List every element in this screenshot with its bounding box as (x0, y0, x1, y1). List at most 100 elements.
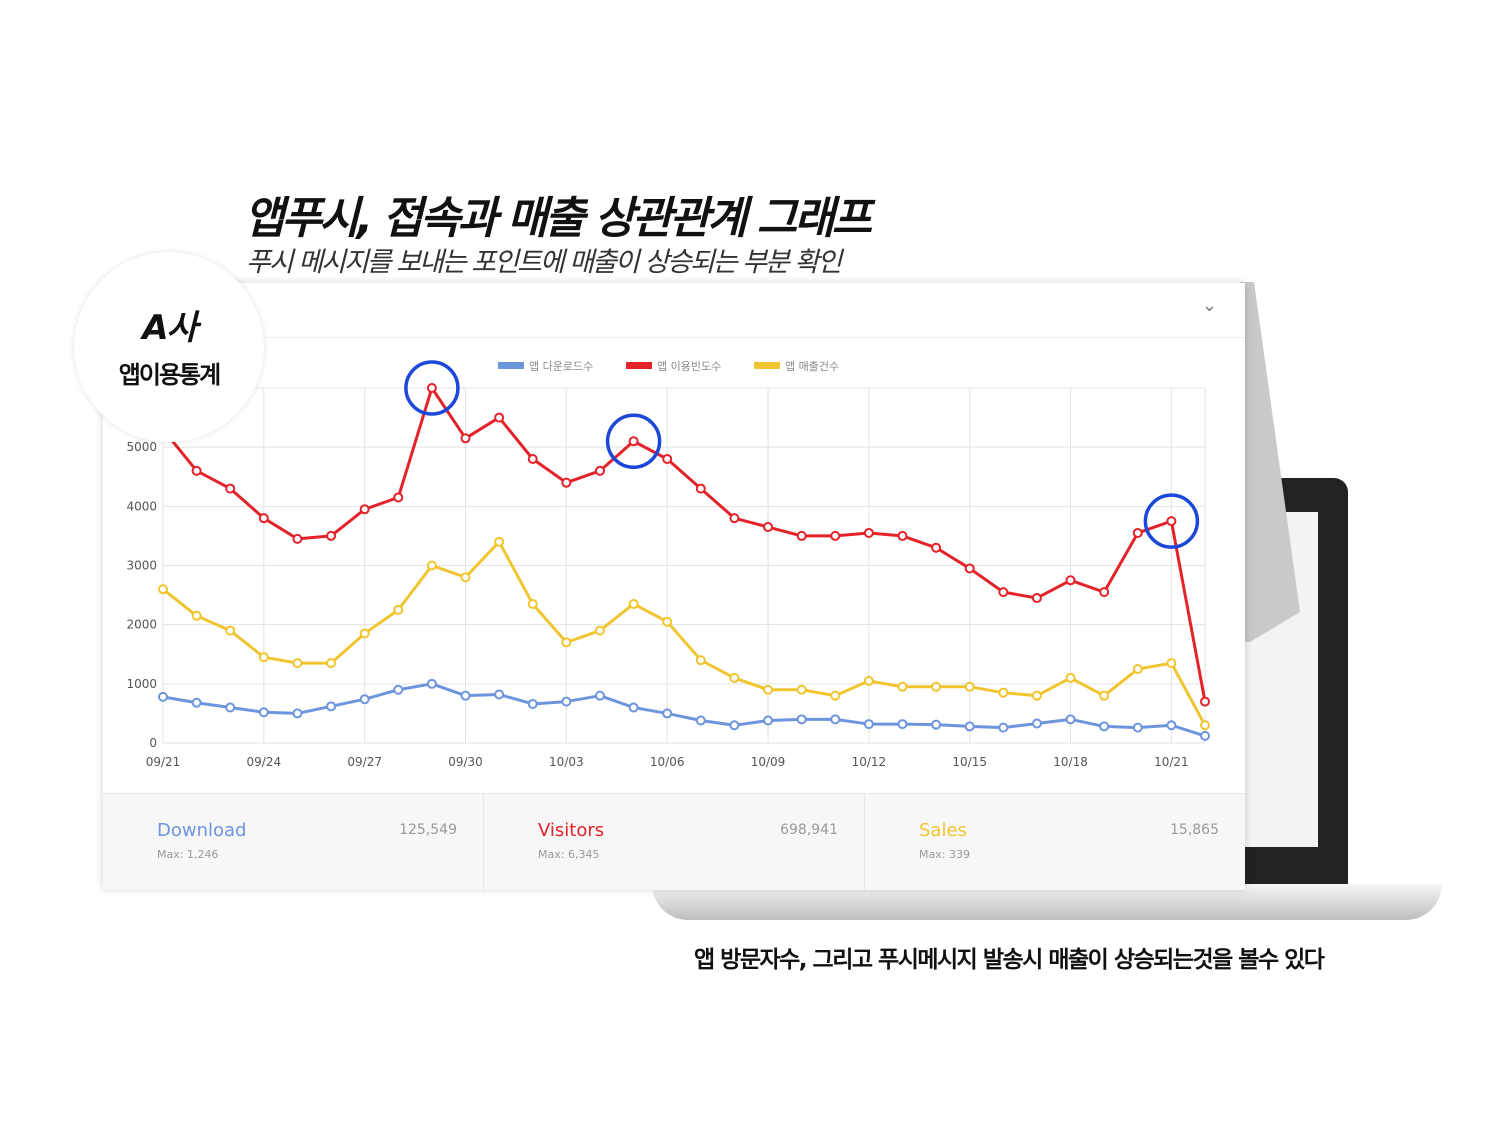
data-point-download (191, 697, 202, 708)
data-point-download (1099, 721, 1110, 732)
stat-name: Visitors (538, 820, 605, 841)
data-point-visitors (1200, 696, 1210, 707)
x-tick-label: 09/30 (448, 755, 483, 769)
stat-total: 15,865 (1170, 822, 1219, 838)
x-tick-label: 10/06 (650, 755, 685, 769)
data-point-sales (1132, 664, 1143, 675)
stat-max: Max: 6,345 (538, 848, 600, 861)
data-point-sales (998, 687, 1009, 698)
data-point-visitors (561, 477, 572, 488)
data-point-visitors (460, 433, 471, 444)
x-tick-label: 10/21 (1154, 755, 1189, 769)
x-tick-label: 10/12 (852, 755, 887, 769)
data-point-sales (359, 628, 370, 639)
data-point-visitors (359, 504, 370, 515)
x-tick-label: 10/03 (549, 755, 584, 769)
legend-label-visitors: 앱 이용빈도수 (657, 360, 721, 373)
legend-swatch-visitors (626, 362, 652, 369)
data-point-sales (830, 690, 841, 701)
data-point-download (695, 715, 706, 726)
data-point-download (628, 702, 639, 713)
data-point-download (158, 691, 168, 702)
data-point-visitors (225, 483, 236, 494)
data-point-visitors (964, 563, 975, 574)
company-badge: A사 앱이용통계 (74, 252, 264, 442)
series-line-sales (162, 540, 1207, 726)
data-point-visitors (1166, 516, 1177, 527)
data-point-visitors (830, 530, 841, 541)
data-point-visitors (494, 412, 505, 423)
badge-label: 앱이용통계 (118, 361, 221, 389)
data-point-visitors (763, 522, 774, 533)
legend-swatch-sales (754, 362, 780, 369)
data-point-download (359, 694, 370, 705)
data-point-visitors (292, 533, 303, 544)
data-point-visitors (326, 530, 337, 541)
chevron-down-icon[interactable]: ⌄ (1201, 295, 1217, 316)
y-tick-label: 5000 (126, 440, 157, 454)
data-point-sales (258, 652, 269, 663)
data-point-download (594, 690, 605, 701)
data-point-visitors (258, 513, 269, 524)
data-point-sales (561, 637, 572, 648)
data-point-download (326, 701, 337, 712)
legend-label-download: 앱 다운로드수 (529, 360, 593, 373)
data-point-visitors (393, 492, 404, 503)
stat-download: Download Max: 1,246 125,549 (103, 794, 484, 890)
data-point-sales (460, 572, 471, 583)
line-chart: 0 1000 2000 3000 4000 5000 09/21 09/24 09/27 09/3… (126, 360, 1210, 769)
data-point-sales (729, 672, 740, 683)
page-subtitle: 푸시 메시지를 보내는 포인트에 매출이 상승되는 부분 확인 (246, 247, 842, 278)
data-point-download (1065, 714, 1076, 725)
data-point-visitors (662, 454, 673, 464)
data-point-sales (191, 610, 202, 621)
y-tick-label: 2000 (126, 618, 157, 632)
data-point-sales (158, 584, 168, 595)
data-point-sales (225, 625, 236, 636)
data-point-visitors (1065, 575, 1076, 586)
data-point-visitors (931, 542, 942, 553)
data-point-sales (662, 616, 673, 627)
badge-company: A사 (142, 308, 198, 348)
data-point-sales (594, 625, 605, 636)
laptop-beam (1240, 282, 1300, 642)
stat-name: Download (157, 820, 247, 841)
stat-name: Sales (919, 820, 967, 841)
data-point-sales (796, 684, 807, 695)
highlight-circle (1143, 493, 1200, 549)
data-point-sales (1200, 720, 1210, 731)
legend-label-sales: 앱 매출건수 (785, 360, 839, 373)
data-point-download (527, 698, 538, 709)
data-point-download (1166, 720, 1177, 731)
data-point-download (561, 696, 572, 707)
data-point-visitors (695, 483, 706, 494)
data-point-visitors (1031, 593, 1042, 604)
data-point-sales (897, 681, 908, 692)
x-tick-label: 10/18 (1053, 755, 1088, 769)
data-point-download (1132, 722, 1143, 733)
data-point-sales (695, 655, 706, 666)
data-point-visitors (863, 527, 874, 538)
legend-swatch-download (498, 362, 524, 369)
data-point-visitors (594, 465, 605, 476)
data-point-download (1031, 718, 1042, 729)
data-point-sales (1065, 672, 1076, 683)
data-point-sales (292, 658, 303, 669)
data-point-download (426, 678, 437, 689)
stat-sales: Sales Max: 339 15,865 (865, 794, 1245, 890)
card-header: ⌄ (103, 283, 1245, 338)
data-point-visitors (426, 383, 437, 393)
stats-footer: Download Max: 1,246 125,549 Visitors Max: 6,… (103, 793, 1245, 890)
data-point-sales (393, 604, 404, 615)
caption: 앱 방문자수, 그리고 푸시메시지 발송시 매출이 상승되는것을 볼수 있다 (694, 947, 1325, 973)
data-point-visitors (897, 530, 908, 541)
stat-visitors: Visitors Max: 6,345 698,941 (484, 794, 865, 890)
data-point-visitors (191, 465, 202, 476)
highlight-circle (404, 360, 460, 416)
stats-card: ⌄ 0 1000 2000 3000 4000 5000 09/21 09/24 09/27 09… (103, 283, 1245, 890)
data-point-sales (1099, 690, 1110, 701)
data-point-download (460, 690, 471, 701)
data-point-download (1200, 730, 1210, 741)
data-point-sales (1166, 658, 1177, 669)
highlight-circle (605, 413, 662, 469)
